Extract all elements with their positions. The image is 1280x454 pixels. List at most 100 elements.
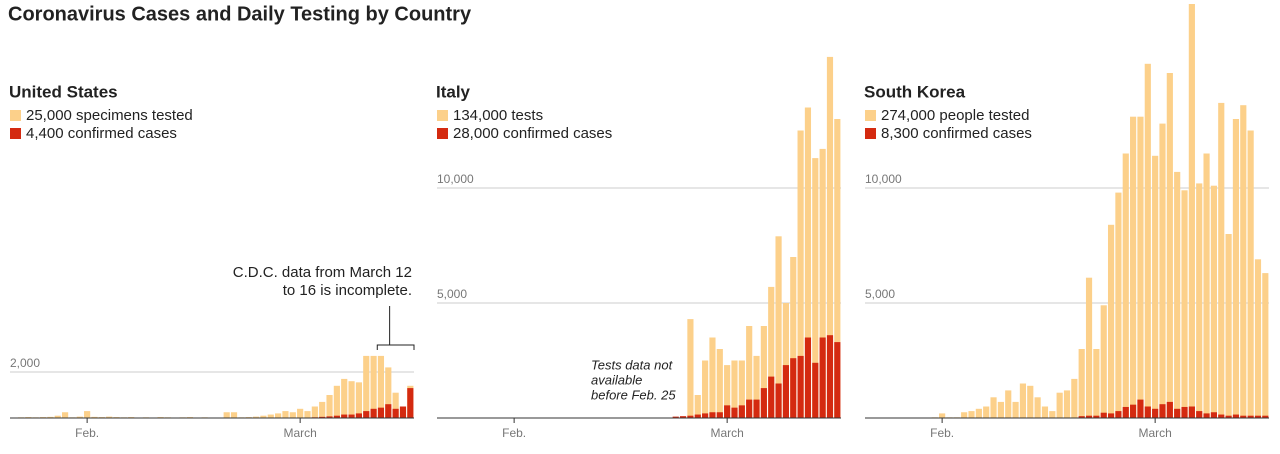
bar: [790, 257, 797, 418]
legend-swatch: [437, 110, 448, 121]
x-tick-label: March: [710, 426, 743, 440]
bar: [377, 407, 385, 418]
bar: [812, 158, 819, 418]
bar: [1085, 415, 1093, 418]
bar: [1012, 401, 1019, 418]
bar: [1232, 414, 1240, 418]
bar: [363, 411, 370, 418]
annotation: Tests data not: [591, 357, 674, 372]
bar: [1232, 119, 1240, 418]
bar: [1005, 390, 1012, 418]
bar: [377, 355, 385, 418]
bar: [1063, 390, 1071, 418]
bar: [746, 399, 753, 418]
bar: [716, 349, 723, 418]
bar: [76, 416, 83, 418]
bar: [724, 405, 731, 418]
bar: [1254, 415, 1262, 418]
bar: [997, 401, 1004, 418]
bar: [738, 405, 745, 418]
legend-label: 8,300 confirmed cases: [881, 125, 1032, 142]
bar: [834, 342, 841, 418]
legend-swatch: [10, 110, 21, 121]
bar: [333, 385, 340, 418]
bar: [1100, 305, 1107, 418]
bar: [738, 360, 745, 418]
bar: [1122, 153, 1129, 418]
bar: [289, 412, 296, 418]
legend-swatch: [865, 110, 876, 121]
bar: [753, 355, 760, 418]
annotation: C.D.C. data from March 12: [233, 264, 412, 281]
bar: [47, 416, 54, 418]
bar: [348, 381, 355, 418]
bar: [775, 383, 782, 418]
bar: [319, 401, 326, 418]
bar: [106, 416, 113, 418]
bar: [990, 397, 997, 418]
bar: [252, 416, 260, 418]
bar: [1115, 192, 1122, 418]
bar: [1144, 406, 1151, 418]
bar: [223, 412, 230, 418]
bar: [731, 407, 738, 418]
bar: [1196, 183, 1203, 418]
bar: [348, 414, 355, 418]
bar: [1203, 153, 1210, 418]
bar: [304, 411, 311, 418]
y-tick-label: 5,000: [437, 287, 467, 301]
bar: [1078, 416, 1085, 418]
bar: [819, 148, 826, 418]
bar: [1174, 408, 1181, 418]
annotation: available: [591, 372, 642, 387]
bar: [826, 56, 834, 419]
bar: [1218, 102, 1225, 419]
bar: [1181, 406, 1188, 418]
bar: [731, 360, 738, 418]
bar: [326, 416, 333, 418]
bar: [961, 412, 968, 418]
bar: [333, 415, 340, 418]
panel-title: United States: [9, 82, 118, 101]
bar: [1174, 171, 1181, 418]
bar: [768, 376, 775, 418]
bar: [297, 408, 304, 418]
x-tick-label: March: [283, 426, 316, 440]
bar: [1188, 406, 1195, 418]
bar: [370, 355, 377, 418]
bar: [282, 411, 289, 418]
bar: [1210, 185, 1217, 418]
panel-title: Italy: [436, 82, 471, 101]
bar: [1107, 413, 1115, 418]
bar: [975, 408, 982, 418]
bar: [694, 395, 701, 418]
bar: [1056, 392, 1063, 418]
bar: [687, 319, 694, 418]
bar: [1152, 408, 1159, 418]
bar: [709, 337, 716, 418]
bar: [385, 404, 392, 418]
bar: [399, 406, 407, 418]
bar: [1093, 349, 1100, 418]
bar: [392, 392, 399, 418]
bar: [694, 414, 701, 418]
bar: [355, 382, 362, 418]
bar: [275, 413, 282, 418]
bar: [1049, 411, 1056, 418]
bar: [819, 337, 826, 418]
bar: [760, 326, 767, 418]
x-tick-label: Feb.: [502, 426, 526, 440]
y-tick-label: 10,000: [437, 172, 474, 186]
bar: [1218, 414, 1225, 418]
bar: [1130, 404, 1137, 418]
legend-label: 274,000 people tested: [881, 107, 1029, 124]
bar: [1225, 415, 1232, 418]
legend-swatch: [865, 128, 876, 139]
bar: [1130, 116, 1137, 418]
legend-label: 134,000 tests: [453, 107, 543, 124]
bar: [760, 388, 767, 418]
bar: [775, 236, 782, 418]
bar: [1166, 401, 1173, 418]
bar: [1078, 349, 1085, 418]
bar: [1225, 234, 1232, 418]
